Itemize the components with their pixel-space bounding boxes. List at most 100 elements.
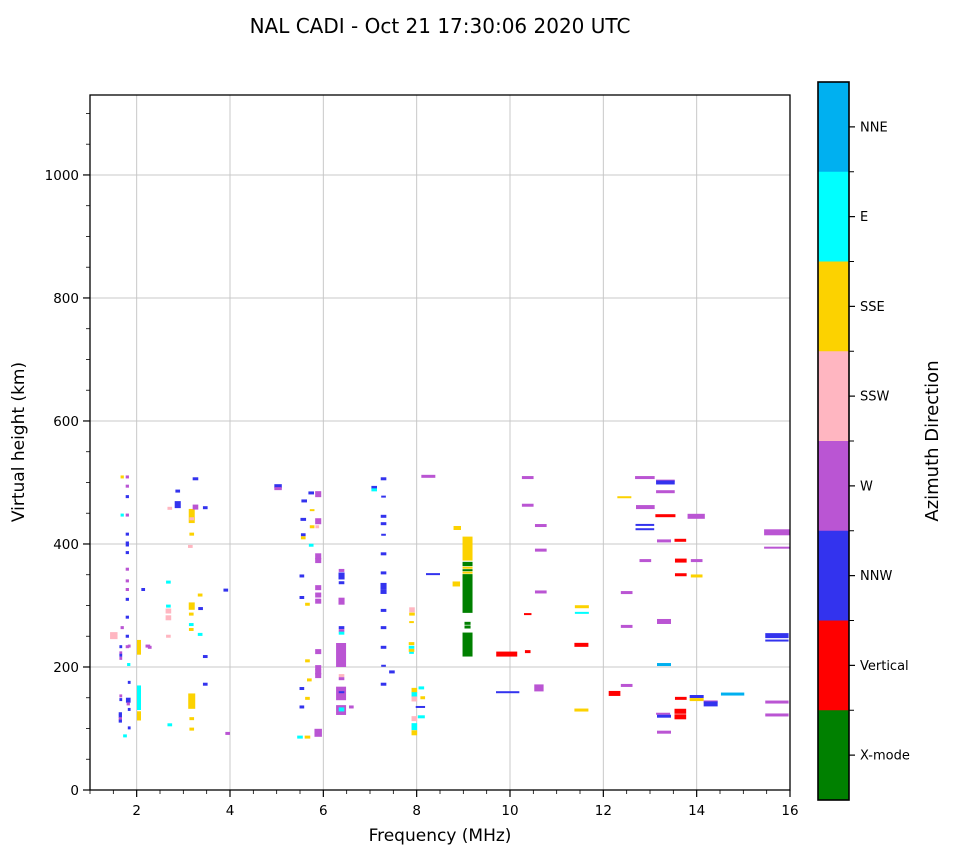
data-mark (420, 696, 426, 700)
data-mark (380, 582, 387, 590)
data-mark (534, 684, 544, 692)
data-mark (380, 514, 387, 518)
data-mark (409, 621, 414, 624)
data-column (462, 574, 473, 613)
data-mark (524, 650, 531, 654)
data-mark (464, 625, 471, 629)
data-mark (118, 719, 122, 723)
data-mark (127, 663, 131, 667)
data-mark (175, 489, 181, 493)
data-mark (765, 639, 789, 642)
data-mark (315, 585, 322, 591)
data-mark (524, 613, 532, 616)
data-mark (299, 705, 305, 709)
data-mark (299, 687, 305, 691)
gridlines (90, 95, 791, 791)
data-mark (765, 713, 789, 717)
data-mark (411, 723, 418, 731)
data-mark (165, 608, 172, 614)
data-mark (380, 589, 387, 594)
data-mark (657, 730, 671, 734)
data-mark (674, 708, 687, 714)
data-mark (120, 475, 124, 479)
colorbar-label: SSE (860, 300, 885, 315)
data-mark (119, 656, 123, 660)
data-mark (300, 517, 307, 521)
data-mark (147, 645, 152, 649)
data-mark (338, 631, 345, 635)
data-mark (301, 499, 307, 503)
data-mark (534, 590, 547, 594)
data-mark (197, 632, 203, 636)
data-mark (315, 491, 322, 498)
data-mark (127, 707, 131, 711)
data-mark (305, 659, 310, 663)
data-mark (521, 476, 534, 480)
data-mark (123, 734, 127, 738)
data-mark (118, 717, 122, 721)
data-mark (380, 645, 387, 649)
x-tick-label: 14 (688, 803, 705, 819)
data-mark (125, 475, 129, 479)
data-mark (165, 615, 172, 621)
data-mark (305, 602, 310, 606)
data-mark (308, 491, 314, 495)
data-mark (464, 621, 471, 625)
data-mark (764, 546, 790, 549)
x-tick-label: 8 (412, 803, 421, 819)
data-column (462, 566, 473, 569)
data-mark (315, 558, 322, 564)
data-mark (371, 485, 377, 489)
data-mark (371, 488, 377, 492)
data-mark (765, 633, 789, 639)
data-mark (315, 669, 322, 675)
data-mark (415, 705, 426, 708)
data-mark (315, 598, 322, 604)
data-mark (125, 587, 129, 591)
data-column (188, 508, 195, 524)
data-column (188, 693, 196, 709)
data-mark (315, 553, 322, 560)
data-mark (338, 674, 345, 678)
axes: 2 4 6 8 10 12 14 16 0 200 400 600 800 1000 (45, 94, 799, 819)
data-column (462, 536, 473, 561)
data-mark (125, 532, 129, 536)
data-mark (223, 588, 229, 592)
data-mark (119, 694, 123, 698)
data-column (462, 571, 473, 574)
y-tick-label: 1000 (45, 168, 79, 184)
data-mark (380, 522, 387, 526)
colorbar-label: W (860, 479, 873, 494)
data-mark (307, 678, 312, 682)
data-mark (421, 474, 436, 478)
data-mark (720, 692, 745, 696)
colorbar-label: SSW (860, 390, 890, 405)
data-mark (411, 716, 418, 722)
data-mark (126, 702, 130, 706)
data-mark (125, 567, 129, 571)
x-tick-label: 2 (132, 803, 141, 819)
data-mark (125, 579, 129, 583)
data-mark (305, 696, 310, 700)
data-mark (380, 571, 387, 575)
data-mark (635, 476, 655, 480)
data-mark (125, 541, 129, 547)
data-mark (188, 612, 194, 616)
data-mark (189, 727, 195, 731)
data-mark (574, 642, 589, 647)
data-mark (408, 645, 415, 649)
data-mark (389, 670, 395, 674)
data-mark (338, 691, 345, 694)
data-mark (703, 701, 718, 707)
data-mark (125, 645, 129, 649)
data-mark (119, 651, 123, 655)
colorbar-segment (818, 441, 849, 532)
plot-border (89, 94, 791, 791)
data-mark (202, 655, 208, 659)
data-mark (338, 597, 345, 605)
data-mark (690, 574, 703, 578)
data-mark (617, 496, 632, 499)
data-mark (574, 611, 589, 614)
data-mark (635, 528, 655, 531)
